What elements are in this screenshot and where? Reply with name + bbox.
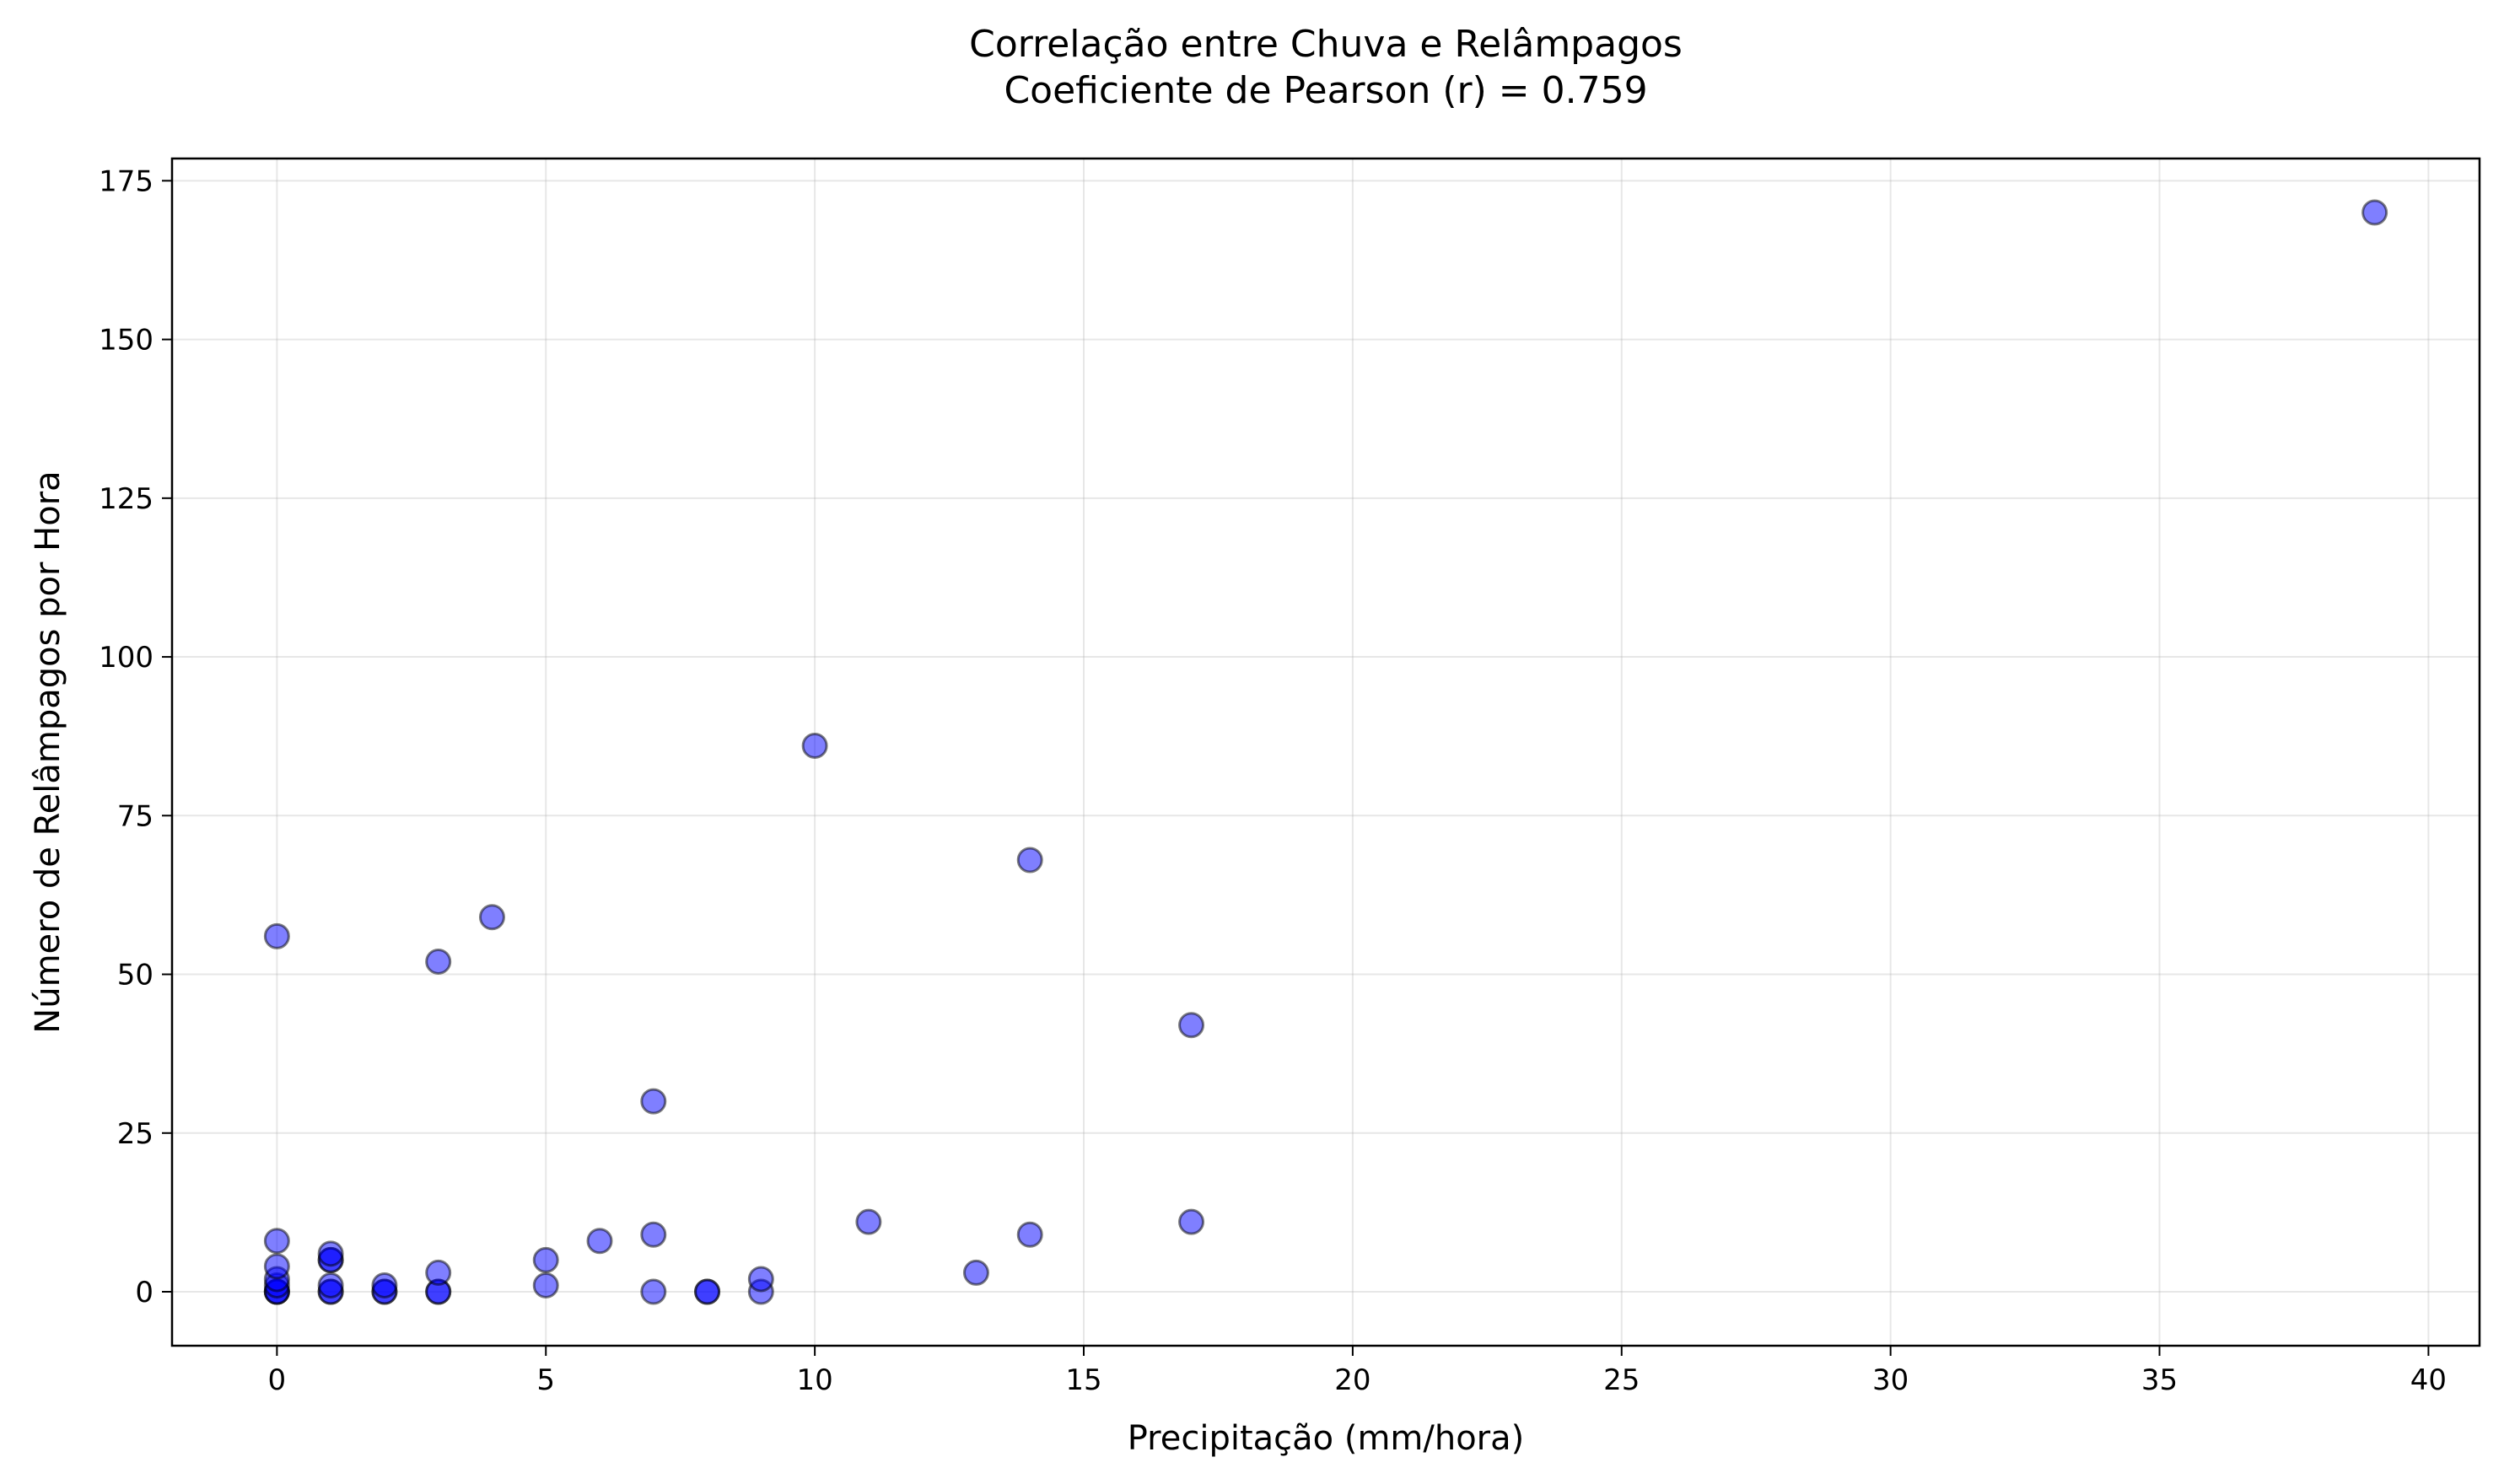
x-axis-label: Precipitação (mm/hora) <box>1128 1419 1525 1458</box>
data-points <box>263 199 2388 1305</box>
y-tick-label: 50 <box>117 959 153 992</box>
y-tick-label: 175 <box>99 164 153 198</box>
x-tick-label: 10 <box>796 1363 832 1397</box>
data-point <box>1016 847 1043 874</box>
y-axis-label: Número de Relâmpagos por Hora <box>29 470 67 1033</box>
x-tick-label: 35 <box>2141 1363 2178 1397</box>
data-point <box>425 1259 452 1286</box>
data-point <box>532 1246 559 1273</box>
data-point <box>747 1266 774 1293</box>
data-point <box>263 922 290 949</box>
y-tick-label: 100 <box>99 641 153 675</box>
y-tick-label: 125 <box>99 482 153 516</box>
data-point <box>425 948 452 975</box>
x-tick-label: 30 <box>1872 1363 1909 1397</box>
data-point <box>371 1272 398 1298</box>
data-point <box>640 1088 667 1115</box>
data-point <box>801 732 828 759</box>
x-tick-label: 0 <box>268 1363 287 1397</box>
data-point <box>855 1208 882 1235</box>
data-point <box>694 1278 721 1305</box>
data-point <box>1016 1221 1043 1248</box>
y-tick-label: 25 <box>117 1117 153 1151</box>
grid <box>172 159 2480 1346</box>
data-point <box>640 1221 667 1248</box>
chart-subtitle: Coeficiente de Pearson (r) = 0.759 <box>1004 69 1647 112</box>
data-point <box>2361 199 2388 226</box>
y-tick-label: 0 <box>135 1276 153 1309</box>
y-tick-label: 150 <box>99 324 153 358</box>
data-point <box>532 1272 559 1298</box>
data-point <box>640 1278 667 1305</box>
x-tick-label: 25 <box>1603 1363 1640 1397</box>
data-point <box>317 1272 344 1298</box>
data-point <box>478 904 505 931</box>
x-tick-label: 5 <box>536 1363 555 1397</box>
plot-frame <box>170 157 2481 1347</box>
data-point <box>586 1228 613 1255</box>
x-axis-ticks: 0 5 10 15 20 25 30 35 40 <box>268 1346 2447 1397</box>
data-point <box>263 1253 290 1280</box>
y-tick-label: 75 <box>117 799 153 833</box>
chart-title: Correlação entre Chuva e Relâmpagos <box>969 23 1683 66</box>
data-point <box>962 1259 989 1286</box>
y-axis-ticks: 0 25 50 75 100 125 150 175 <box>99 164 172 1309</box>
data-point <box>263 1228 290 1255</box>
x-tick-label: 15 <box>1065 1363 1101 1397</box>
data-point <box>1178 1012 1205 1039</box>
x-tick-label: 40 <box>2410 1363 2447 1397</box>
x-tick-label: 20 <box>1334 1363 1370 1397</box>
data-point <box>1178 1208 1205 1235</box>
data-point <box>317 1240 344 1267</box>
